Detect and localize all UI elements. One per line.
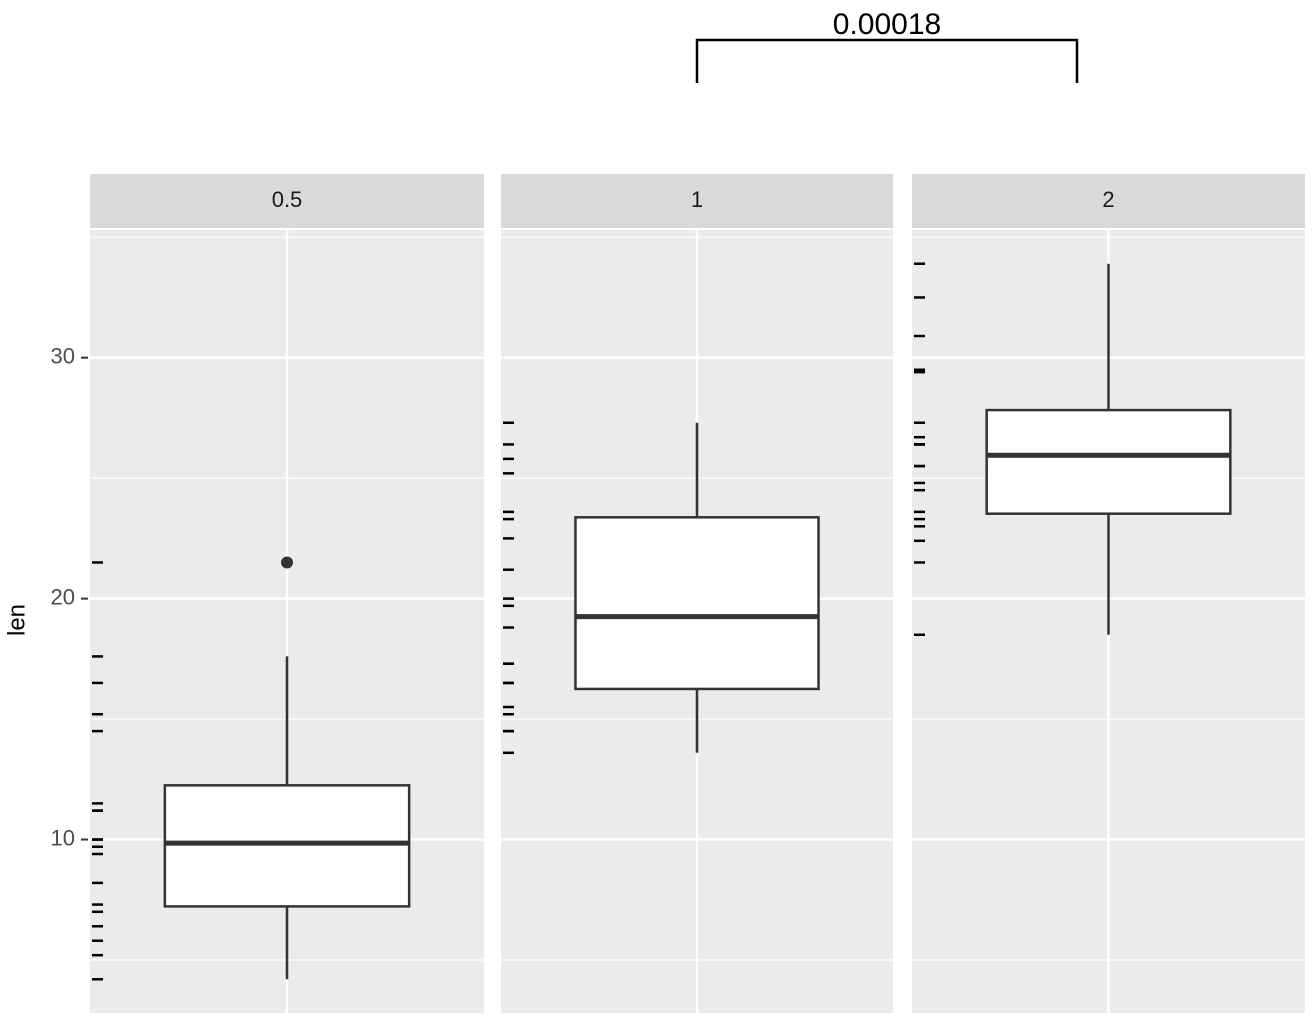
box [985,408,1232,515]
bracket [695,38,1079,83]
strip-label: 2 [1102,187,1114,212]
y-tick-label: 10 [51,825,75,850]
strip [912,174,1305,228]
box [163,784,411,908]
y-tick-label: 30 [51,344,75,369]
outlier [281,556,293,569]
strip-label: 0.5 [272,187,303,212]
y-tick-label: 20 [51,584,75,609]
box [574,516,820,691]
y-axis-label: len [3,604,30,636]
strip [501,174,893,228]
strip [90,174,484,228]
annotation: 0.00018 [833,8,941,41]
strip-label: 1 [691,187,703,212]
